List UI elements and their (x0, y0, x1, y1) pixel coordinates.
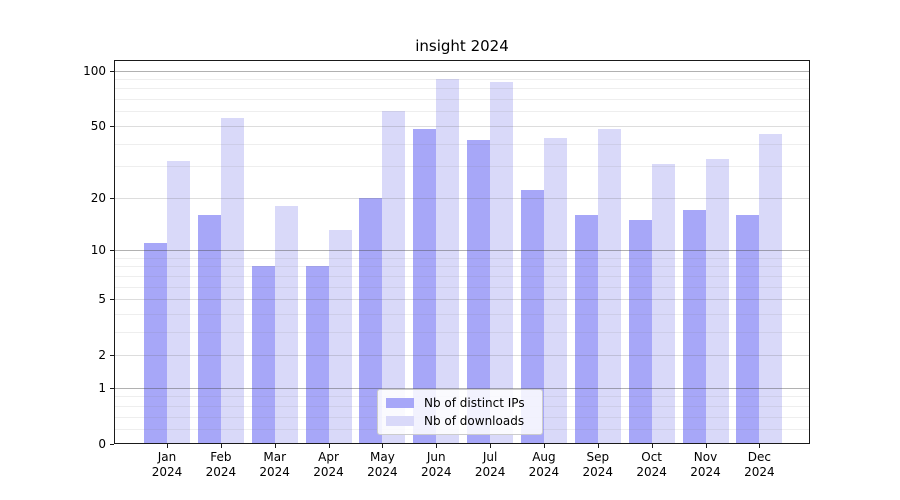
plot-area (114, 60, 810, 444)
y-tick-label-5: 5 (98, 292, 106, 307)
gridline-y-4 (115, 313, 809, 315)
y-tick-label-100: 100 (83, 63, 106, 78)
bar-nb-of-distinct-ips-sep (574, 214, 598, 443)
bar-nb-of-distinct-ips-aug (520, 190, 544, 443)
bar-nb-of-distinct-ips-may (359, 197, 383, 443)
y-tick-label-50: 50 (90, 118, 106, 133)
gridline-y-80 (115, 88, 809, 90)
gridline-y-50 (115, 125, 809, 127)
y-tick-label-0: 0 (98, 437, 106, 451)
x-tick-aug (543, 444, 545, 448)
y-tick-label-2: 2 (98, 348, 106, 363)
bar-nb-of-distinct-ips-nov (682, 210, 706, 443)
x-tick-nov (705, 444, 707, 448)
x-tick-mar (274, 444, 276, 448)
bar-nb-of-downloads-jun (436, 79, 460, 443)
gridline-y-20 (115, 197, 809, 199)
x-tick-oct (651, 444, 653, 448)
bar-nb-of-distinct-ips-jun (413, 129, 437, 443)
legend-swatch-downloads (386, 416, 414, 426)
bar-nb-of-distinct-ips-jul (467, 139, 491, 443)
gridline-y-1 (115, 387, 809, 389)
bar-nb-of-downloads-mar (274, 205, 298, 443)
legend-item-distinct-ips: Nb of distinct IPs (386, 396, 542, 411)
gridline-y-10 (115, 249, 809, 251)
x-tick-jun (436, 444, 438, 448)
x-tick-label-jun: Jun 2024 (420, 450, 452, 479)
x-tick-label-dec: Dec 2024 (744, 450, 775, 479)
gridline-y-100 (115, 70, 809, 72)
x-tick-jul (490, 444, 492, 448)
bar-nb-of-downloads-nov (705, 158, 729, 443)
y-tick-label-1: 1 (98, 380, 106, 395)
gridline-y-70 (115, 99, 809, 101)
bar-nb-of-downloads-may (382, 111, 406, 443)
y-tick-20 (110, 197, 114, 199)
x-tick-label-oct: Oct 2024 (636, 450, 667, 479)
y-tick-label-10: 10 (90, 242, 106, 257)
y-tick-10 (110, 249, 114, 251)
gridline-y-60 (115, 111, 809, 113)
bar-nb-of-downloads-feb (220, 118, 244, 443)
x-tick-label-mar: Mar 2024 (259, 450, 290, 479)
x-tick-label-aug: Aug 2024 (528, 450, 560, 479)
y-tick-100 (110, 70, 114, 72)
bar-nb-of-distinct-ips-mar (251, 266, 275, 443)
bar-nb-of-downloads-aug (543, 137, 567, 443)
bar-nb-of-downloads-jul (490, 81, 514, 443)
x-tick-feb (220, 444, 222, 448)
gridline-y-90 (115, 79, 809, 81)
gridline-y-40 (115, 143, 809, 145)
gridline-y-5 (115, 299, 809, 301)
x-tick-label-may: May 2024 (367, 450, 398, 479)
x-tick-jan (167, 444, 168, 448)
y-tick-0 (110, 444, 114, 445)
bar-nb-of-downloads-apr (328, 230, 352, 443)
bar-nb-of-downloads-sep (597, 129, 621, 443)
gridline-y-6 (115, 286, 809, 288)
x-tick-label-feb: Feb 2024 (205, 450, 237, 479)
x-tick-label-jan: Jan 2024 (151, 450, 183, 479)
y-tick-label-20: 20 (90, 190, 106, 205)
bar-nb-of-downloads-jan (167, 161, 190, 443)
x-tick-label-jul: Jul 2024 (474, 450, 506, 479)
x-tick-apr (328, 444, 330, 448)
legend-item-downloads: Nb of downloads (386, 414, 542, 429)
legend-swatch-distinct-ips (386, 398, 414, 408)
bar-nb-of-distinct-ips-jan (144, 242, 167, 443)
bar-nb-of-downloads-oct (651, 163, 675, 443)
y-tick-1 (110, 387, 114, 389)
bar-nb-of-distinct-ips-apr (305, 266, 329, 443)
chart-title: insight 2024 (415, 37, 509, 55)
x-tick-dec (759, 444, 761, 448)
bar-nb-of-distinct-ips-oct (628, 219, 652, 443)
gridline-y-3 (115, 331, 809, 333)
x-tick-label-sep: Sep 2024 (582, 450, 614, 479)
legend: Nb of distinct IPs Nb of downloads (377, 389, 543, 435)
bar-nb-of-downloads-dec (759, 134, 783, 443)
x-tick-label-apr: Apr 2024 (313, 450, 344, 479)
bar-nb-of-distinct-ips-dec (736, 214, 760, 443)
bar-nb-of-distinct-ips-feb (197, 214, 221, 443)
gridline-y-2 (115, 355, 809, 357)
gridline-y-9 (115, 257, 809, 259)
y-tick-50 (110, 125, 114, 127)
x-tick-may (382, 444, 384, 448)
gridline-y-30 (115, 166, 809, 168)
gridline-y-7 (115, 275, 809, 277)
y-tick-5 (110, 299, 114, 301)
legend-label-distinct-ips: Nb of distinct IPs (424, 396, 525, 410)
y-tick-2 (110, 355, 114, 357)
x-tick-sep (597, 444, 599, 448)
x-tick-label-nov: Nov 2024 (690, 450, 721, 479)
legend-label-downloads: Nb of downloads (424, 414, 525, 428)
gridline-y-8 (115, 266, 809, 268)
